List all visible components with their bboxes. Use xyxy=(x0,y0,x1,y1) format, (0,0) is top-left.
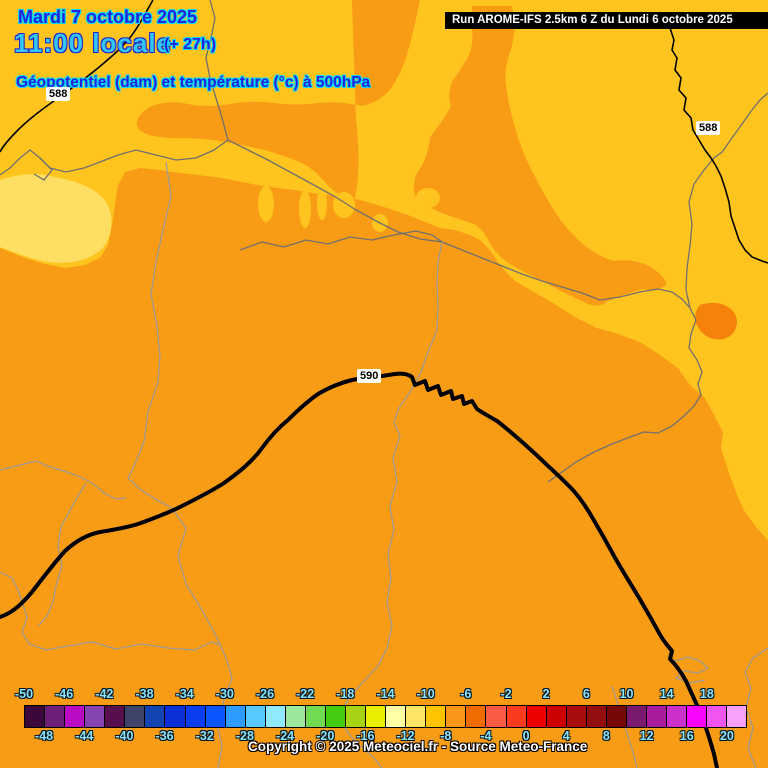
colorbar-tick-label: 2 xyxy=(542,687,550,701)
colorbar-tick-label: -32 xyxy=(195,729,214,743)
colorbar-tick-label: -24 xyxy=(276,729,295,743)
border-lines xyxy=(0,0,768,483)
gold-finger xyxy=(416,188,440,208)
colorbar-cell xyxy=(366,706,387,727)
colorbar-cell xyxy=(386,706,407,727)
colorbar-tick-label: 14 xyxy=(659,687,674,701)
colorbar-tick-label: 0 xyxy=(522,729,530,743)
forecast-offset-label: (+ 27h) xyxy=(164,36,217,53)
colorbar-cell xyxy=(526,706,547,727)
contour-590 xyxy=(0,371,719,768)
copyright-label: Copyright © 2025 Meteociel.fr - Source M… xyxy=(248,739,588,754)
colorbar-tick-label: -2 xyxy=(500,687,512,701)
colorbar-tick-label: -50 xyxy=(14,687,34,701)
contour-label-588-west: 588 xyxy=(46,87,71,101)
gold-finger xyxy=(299,190,311,228)
colorbar-cell xyxy=(45,706,66,727)
gold-finger xyxy=(317,188,327,220)
colorbar-cell xyxy=(85,706,106,727)
colorbar-tick-label: 6 xyxy=(582,687,590,701)
colorbar-cell xyxy=(65,706,86,727)
colorbar-cell xyxy=(105,706,126,727)
colorbar-cell xyxy=(25,706,46,727)
colorbar-cell xyxy=(325,706,346,727)
gold-spot xyxy=(745,495,757,509)
contour-588-west xyxy=(0,0,154,153)
colorbar-tick-label: 4 xyxy=(562,729,570,743)
colorbar-tick-label: -30 xyxy=(215,687,234,701)
colorbar-cell xyxy=(606,706,627,727)
colorbar-cell xyxy=(446,706,467,727)
colorbar-cell xyxy=(406,706,427,727)
colorbar-tick-label: 10 xyxy=(619,687,634,701)
colorbar-tick-label: -16 xyxy=(356,729,375,743)
colorbar-tick-label: -12 xyxy=(396,729,415,743)
colorbar-tick-label: -44 xyxy=(75,729,94,743)
colorbar-tick-label: -4 xyxy=(480,729,492,743)
region-orange-mass xyxy=(413,6,667,306)
contour-label-590: 590 xyxy=(357,369,382,383)
date-label: Mardi 7 octobre 2025 xyxy=(18,7,198,27)
colorbar-cell xyxy=(346,706,367,727)
colorbar-cells xyxy=(24,705,747,728)
colorbar-tick-label: -40 xyxy=(115,729,134,743)
colorbar-cell xyxy=(486,706,507,727)
local-time-label: 11:00 locale xyxy=(14,28,172,58)
colorbar-cell xyxy=(125,706,146,727)
colorbar-tick-label: 16 xyxy=(679,729,694,743)
colorbar-cell xyxy=(185,706,206,727)
run-info-banner: Run AROME-IFS 2.5km 6 Z du Lundi 6 octob… xyxy=(445,12,768,29)
contour-588-east xyxy=(669,27,768,264)
colorbar-tick-label: -38 xyxy=(135,687,154,701)
region-pale-yellow xyxy=(0,174,112,263)
colorbar-cell xyxy=(626,706,647,727)
colorbar-tick-label: -36 xyxy=(155,729,174,743)
colorbar-tick-label: 8 xyxy=(602,729,610,743)
colorbar-tick-label: -20 xyxy=(316,729,335,743)
colorbar-tick-label: -48 xyxy=(35,729,54,743)
colorbar-cell xyxy=(546,706,567,727)
gold-finger xyxy=(258,186,274,222)
colorbar-cell xyxy=(285,706,306,727)
contour-label-588-east: 588 xyxy=(696,121,721,135)
colorbar-cell xyxy=(646,706,667,727)
colorbar-tick-label: -22 xyxy=(296,687,315,701)
colorbar-tick-label: -42 xyxy=(95,687,114,701)
colorbar-cell xyxy=(667,706,688,727)
colorbar-cell xyxy=(687,706,708,727)
gold-finger xyxy=(333,192,355,218)
colorbar-cell xyxy=(305,706,326,727)
colorbar-tick-label: -6 xyxy=(460,687,472,701)
colorbar-cell xyxy=(265,706,286,727)
colorbar-tick-label: -8 xyxy=(440,729,452,743)
colorbar-tick-label: -18 xyxy=(336,687,355,701)
colorbar-cell xyxy=(426,706,447,727)
colorbar-tick-label: 12 xyxy=(639,729,654,743)
colorbar-tick-label: -46 xyxy=(55,687,74,701)
colorbar-cell xyxy=(145,706,166,727)
admin-lines xyxy=(0,161,768,768)
colorbar-cell xyxy=(566,706,587,727)
colorbar-tick-label: -14 xyxy=(376,687,395,701)
region-dark-orange xyxy=(695,302,738,340)
region-orange-tongue xyxy=(136,0,420,201)
colorbar-tick-label: -28 xyxy=(235,729,254,743)
colorbar-tick-label: -34 xyxy=(175,687,194,701)
colorbar-tick-label: 18 xyxy=(699,687,714,701)
colorbar-cell xyxy=(727,706,747,727)
colorbar-cell xyxy=(707,706,728,727)
colorbar-tick-label: -10 xyxy=(416,687,435,701)
colorbar-cell xyxy=(506,706,527,727)
colorbar-cell xyxy=(466,706,487,727)
map-parameter-title: Géopotentiel (dam) et température (°c) à… xyxy=(16,74,371,91)
colorbar-cell xyxy=(165,706,186,727)
colorbar-tick-label: -26 xyxy=(255,687,275,701)
colorbar-cell xyxy=(245,706,266,727)
colorbar-tick-label: 20 xyxy=(719,729,734,743)
colorbar-cell xyxy=(586,706,607,727)
colorbar-cell xyxy=(225,706,246,727)
colorbar-cell xyxy=(205,706,226,727)
